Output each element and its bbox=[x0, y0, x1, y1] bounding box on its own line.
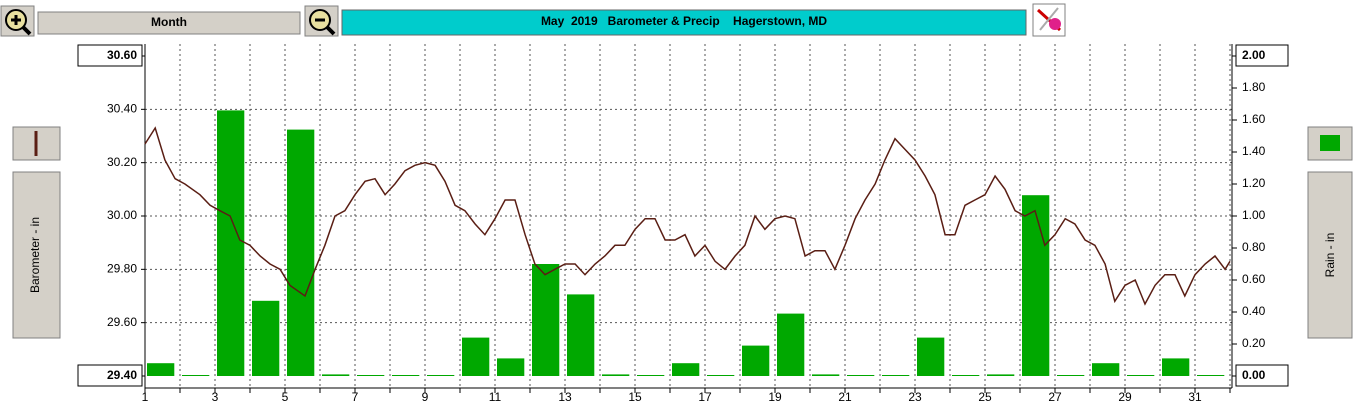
bar bbox=[497, 358, 525, 376]
y-tick-label: 30.60 bbox=[107, 48, 137, 62]
bar bbox=[322, 374, 350, 376]
bar bbox=[987, 374, 1015, 376]
bar bbox=[917, 337, 945, 376]
bar bbox=[952, 375, 980, 376]
x-tick-label: 15 bbox=[628, 390, 642, 404]
y2-tick-label: 0.80 bbox=[1242, 240, 1266, 254]
bar bbox=[1092, 363, 1120, 376]
zoom-out-button[interactable] bbox=[304, 5, 339, 37]
bar bbox=[392, 375, 420, 376]
x-tick-label: 13 bbox=[558, 390, 572, 404]
y-axis-button[interactable] bbox=[12, 171, 61, 339]
y2-axis-button[interactable] bbox=[1307, 171, 1353, 339]
x-tick-label: 17 bbox=[698, 390, 712, 404]
bar bbox=[637, 375, 665, 376]
y2-tick-label: 1.00 bbox=[1242, 208, 1266, 222]
y2-tick-label: 0.40 bbox=[1242, 304, 1266, 318]
y-tick-label: 29.40 bbox=[107, 368, 137, 382]
y2-tick-label: 1.20 bbox=[1242, 176, 1266, 190]
y-tick-box bbox=[77, 44, 143, 67]
bar bbox=[1127, 375, 1155, 376]
period-button[interactable] bbox=[37, 11, 301, 35]
y2-tick-label: 0.60 bbox=[1242, 272, 1266, 286]
zoom-in-button[interactable] bbox=[0, 5, 35, 37]
y-tick-label: 29.60 bbox=[107, 315, 137, 329]
x-tick-label: 5 bbox=[282, 390, 289, 404]
x-tick-label: 19 bbox=[768, 390, 782, 404]
bar bbox=[182, 375, 210, 376]
bar bbox=[1197, 375, 1225, 376]
x-tick-label: 11 bbox=[489, 390, 502, 404]
bar-swatch bbox=[1320, 135, 1340, 151]
y2-tick-label: 0.20 bbox=[1242, 336, 1266, 350]
barometer-line bbox=[144, 126, 1231, 306]
bar bbox=[252, 300, 280, 376]
y2-tick-label: 1.40 bbox=[1242, 144, 1266, 158]
bar bbox=[357, 375, 385, 376]
bar bbox=[812, 374, 840, 376]
bar bbox=[1162, 358, 1190, 376]
bar bbox=[602, 374, 630, 376]
title-bar bbox=[341, 9, 1027, 36]
y2-tick-box bbox=[1235, 44, 1289, 67]
bar bbox=[1057, 375, 1085, 376]
period-label: Month bbox=[151, 15, 187, 29]
x-tick-label: 3 bbox=[212, 390, 219, 404]
x-tick-label: 7 bbox=[352, 390, 359, 404]
bar bbox=[707, 375, 735, 376]
y2-tick-label: 1.80 bbox=[1242, 80, 1266, 94]
bar bbox=[882, 375, 910, 376]
x-tick-label: 29 bbox=[1118, 390, 1132, 404]
y-tick-label: 29.80 bbox=[107, 262, 137, 276]
bar bbox=[567, 294, 595, 376]
bar bbox=[287, 129, 315, 376]
bar bbox=[1022, 195, 1050, 376]
y2-tick-box bbox=[1235, 364, 1289, 387]
x-tick-label: 21 bbox=[838, 390, 852, 404]
x-tick-label: 25 bbox=[978, 390, 992, 404]
x-tick-label: 1 bbox=[142, 390, 149, 404]
y2-tick-label: 2.00 bbox=[1242, 48, 1266, 62]
x-tick-label: 23 bbox=[908, 390, 922, 404]
y-tick-label: 30.00 bbox=[107, 208, 137, 222]
bar bbox=[427, 375, 455, 376]
x-tick-label: 9 bbox=[422, 390, 429, 404]
y2-tick-label: 0.00 bbox=[1242, 368, 1266, 382]
x-tick-label: 27 bbox=[1048, 390, 1062, 404]
y2-tick-label: 1.60 bbox=[1242, 112, 1266, 126]
y-tick-label: 30.20 bbox=[107, 155, 137, 169]
bar bbox=[742, 345, 770, 376]
bar bbox=[847, 375, 875, 376]
y-tick-label: 30.40 bbox=[107, 102, 137, 116]
bar bbox=[147, 363, 175, 376]
chart-title: May 2019 Barometer & Precip Hagerstown, … bbox=[541, 14, 827, 28]
bar bbox=[672, 363, 700, 376]
x-tick-label: 31 bbox=[1188, 390, 1202, 404]
bar bbox=[777, 313, 805, 376]
y-tick-box bbox=[77, 364, 143, 387]
y2-axis-label: Rain - in bbox=[1323, 233, 1337, 278]
y-axis-label: Barometer - in bbox=[28, 217, 42, 293]
bar bbox=[217, 110, 245, 377]
bar bbox=[462, 337, 490, 376]
bar bbox=[532, 264, 560, 376]
settings-button[interactable] bbox=[1032, 3, 1066, 37]
